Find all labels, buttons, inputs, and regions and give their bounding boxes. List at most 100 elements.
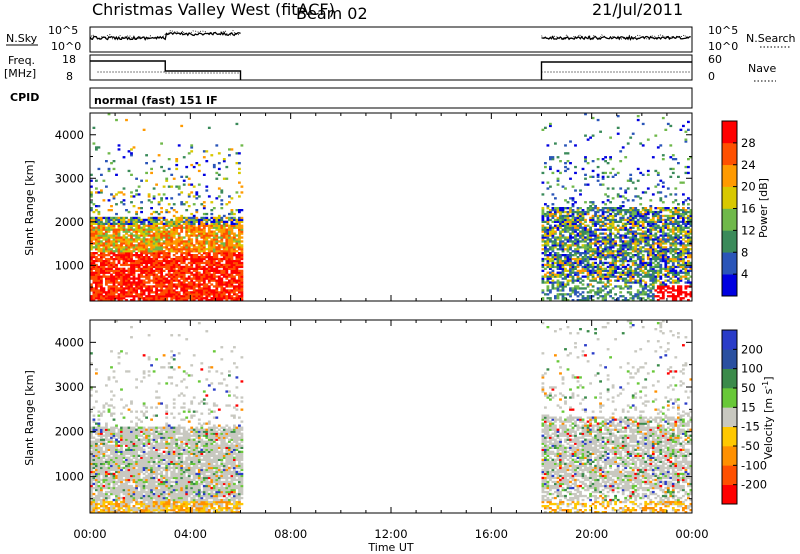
power-cell — [581, 214, 585, 218]
power-cell — [631, 246, 635, 249]
power-cell — [205, 234, 209, 237]
power-cell — [172, 295, 176, 298]
power-cell — [684, 216, 688, 220]
power-cell — [202, 173, 206, 176]
power-cell — [611, 232, 615, 235]
power-cell — [631, 210, 635, 214]
power-cell — [132, 277, 136, 280]
power-cell — [122, 218, 126, 222]
power-cell — [100, 279, 103, 282]
velocity-cell — [90, 480, 93, 484]
power-cell — [192, 269, 196, 272]
power-cell — [684, 226, 688, 229]
power-cell — [606, 162, 610, 165]
power-cell — [684, 295, 688, 298]
power-cell — [235, 263, 239, 267]
power-cell — [140, 222, 143, 225]
power-cell — [621, 271, 625, 274]
power-cell — [666, 285, 670, 288]
power-cell — [210, 261, 214, 265]
power-cell — [202, 232, 206, 235]
power-cell — [661, 254, 665, 257]
power-cell — [127, 169, 131, 173]
date-label: 21/Jul/2011 — [592, 0, 683, 19]
power-cell — [207, 271, 211, 274]
power-cell — [127, 234, 131, 237]
power-cell — [90, 277, 93, 280]
power-cell — [117, 222, 121, 225]
power-cell — [684, 130, 688, 133]
power-cell — [142, 256, 146, 259]
power-cell — [589, 295, 592, 298]
power-cell — [576, 216, 580, 220]
power-cell — [544, 234, 547, 237]
power-cell — [200, 248, 204, 251]
power-cell — [185, 240, 189, 243]
power-cell — [140, 273, 143, 276]
power-cell — [641, 289, 645, 292]
power-cell — [175, 210, 179, 214]
power-cell — [651, 261, 655, 265]
power-cell — [679, 224, 683, 227]
power-cell — [142, 128, 146, 131]
power-cell — [197, 244, 201, 247]
power-cell — [185, 257, 189, 261]
power-cell — [616, 248, 620, 251]
power-cell — [626, 279, 630, 282]
power-cell — [664, 263, 668, 267]
power-cell — [140, 259, 143, 263]
power-cell — [172, 297, 176, 300]
power-cell — [95, 226, 98, 229]
power-cell — [162, 263, 166, 267]
power-cell — [112, 275, 116, 278]
power-cell — [97, 271, 101, 274]
power-cell — [559, 222, 562, 225]
power-cell — [205, 263, 209, 267]
nsearch-trace — [541, 33, 690, 40]
power-cell — [591, 209, 595, 212]
power-cell — [235, 244, 239, 247]
power-cell — [137, 242, 141, 245]
power-cell — [177, 256, 181, 259]
power-cell — [122, 240, 126, 243]
power-cell — [609, 220, 612, 223]
power-cell — [641, 238, 645, 241]
velocity-cell — [92, 426, 96, 429]
power-cell — [687, 273, 690, 276]
power-cell — [107, 216, 111, 220]
power-cell — [238, 259, 241, 263]
power-cell — [601, 207, 605, 210]
power-cell — [682, 297, 685, 300]
power-cell — [195, 273, 199, 276]
power-cell — [561, 297, 565, 300]
power-cell — [644, 271, 648, 274]
power-cell — [175, 222, 179, 225]
power-cell — [105, 242, 108, 245]
power-cell — [684, 252, 688, 255]
power-cell — [674, 271, 678, 274]
power-cell — [100, 265, 103, 269]
power-cell — [579, 246, 582, 249]
power-cell — [677, 207, 680, 210]
power-cell — [616, 228, 620, 231]
power-cell — [117, 238, 121, 241]
power-cell — [606, 293, 610, 296]
power-cell — [559, 232, 562, 235]
power-cell — [659, 254, 663, 257]
power-cell — [212, 246, 216, 249]
power-cell — [666, 228, 670, 231]
power-cell — [102, 295, 106, 298]
power-cell — [202, 212, 206, 216]
power-cell — [235, 254, 239, 257]
power-cell — [132, 228, 136, 231]
power-cell — [661, 281, 665, 284]
power-cell — [661, 267, 665, 270]
power-cell — [619, 254, 623, 257]
power-cell — [147, 252, 151, 255]
power-cell — [556, 177, 560, 180]
power-cell — [571, 214, 575, 218]
power-cell — [97, 283, 101, 286]
power-cell — [556, 285, 560, 288]
power-cell — [594, 212, 597, 216]
nsky-tick-bottom: 10^0 — [51, 40, 81, 53]
